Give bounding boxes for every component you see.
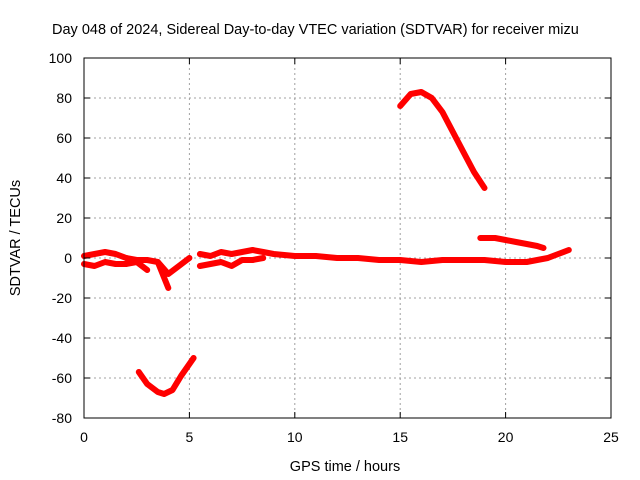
y-tick-label: -80: [52, 410, 72, 426]
chart-title: Day 048 of 2024, Sidereal Day-to-day VTE…: [52, 22, 579, 38]
series-line-s5: [135, 355, 197, 397]
x-tick-label: 25: [603, 429, 619, 445]
series-line-s9: [477, 235, 547, 251]
y-axis-label: SDTVAR / TECUs: [8, 180, 24, 296]
x-tick-label: 20: [498, 429, 514, 445]
x-axis-label: GPS time / hours: [290, 459, 400, 475]
series-line-s2: [81, 259, 151, 273]
y-tick-label: -20: [52, 290, 72, 306]
series-line-s8: [397, 89, 488, 191]
y-tick-labels: -80 -60 -40 -20 0 20 40 60 80 100: [49, 50, 73, 426]
y-tick-label: 60: [56, 130, 72, 146]
series-line-s7: [196, 255, 267, 269]
x-tick-label: 15: [392, 429, 408, 445]
y-tick-label: 0: [64, 250, 72, 266]
y-tick-label: 40: [56, 170, 72, 186]
series-line-s3: [123, 255, 172, 291]
series-line-s6: [196, 247, 572, 265]
y-tick-label: -40: [52, 330, 72, 346]
x-tick-label: 5: [186, 429, 194, 445]
series-line-s4: [154, 255, 193, 277]
x-tick-label: 0: [80, 429, 88, 445]
x-tick-labels: 0 5 10 15 20 25: [80, 429, 619, 445]
grid: [84, 58, 611, 418]
y-tick-label: 100: [49, 50, 73, 66]
series-layer: [81, 89, 572, 397]
y-tick-label: 80: [56, 90, 72, 106]
axis-ticks: [83, 57, 612, 419]
x-tick-label: 10: [287, 429, 303, 445]
y-tick-label: -60: [52, 370, 72, 386]
y-tick-label: 20: [56, 210, 72, 226]
plot-frame: [83, 57, 612, 419]
